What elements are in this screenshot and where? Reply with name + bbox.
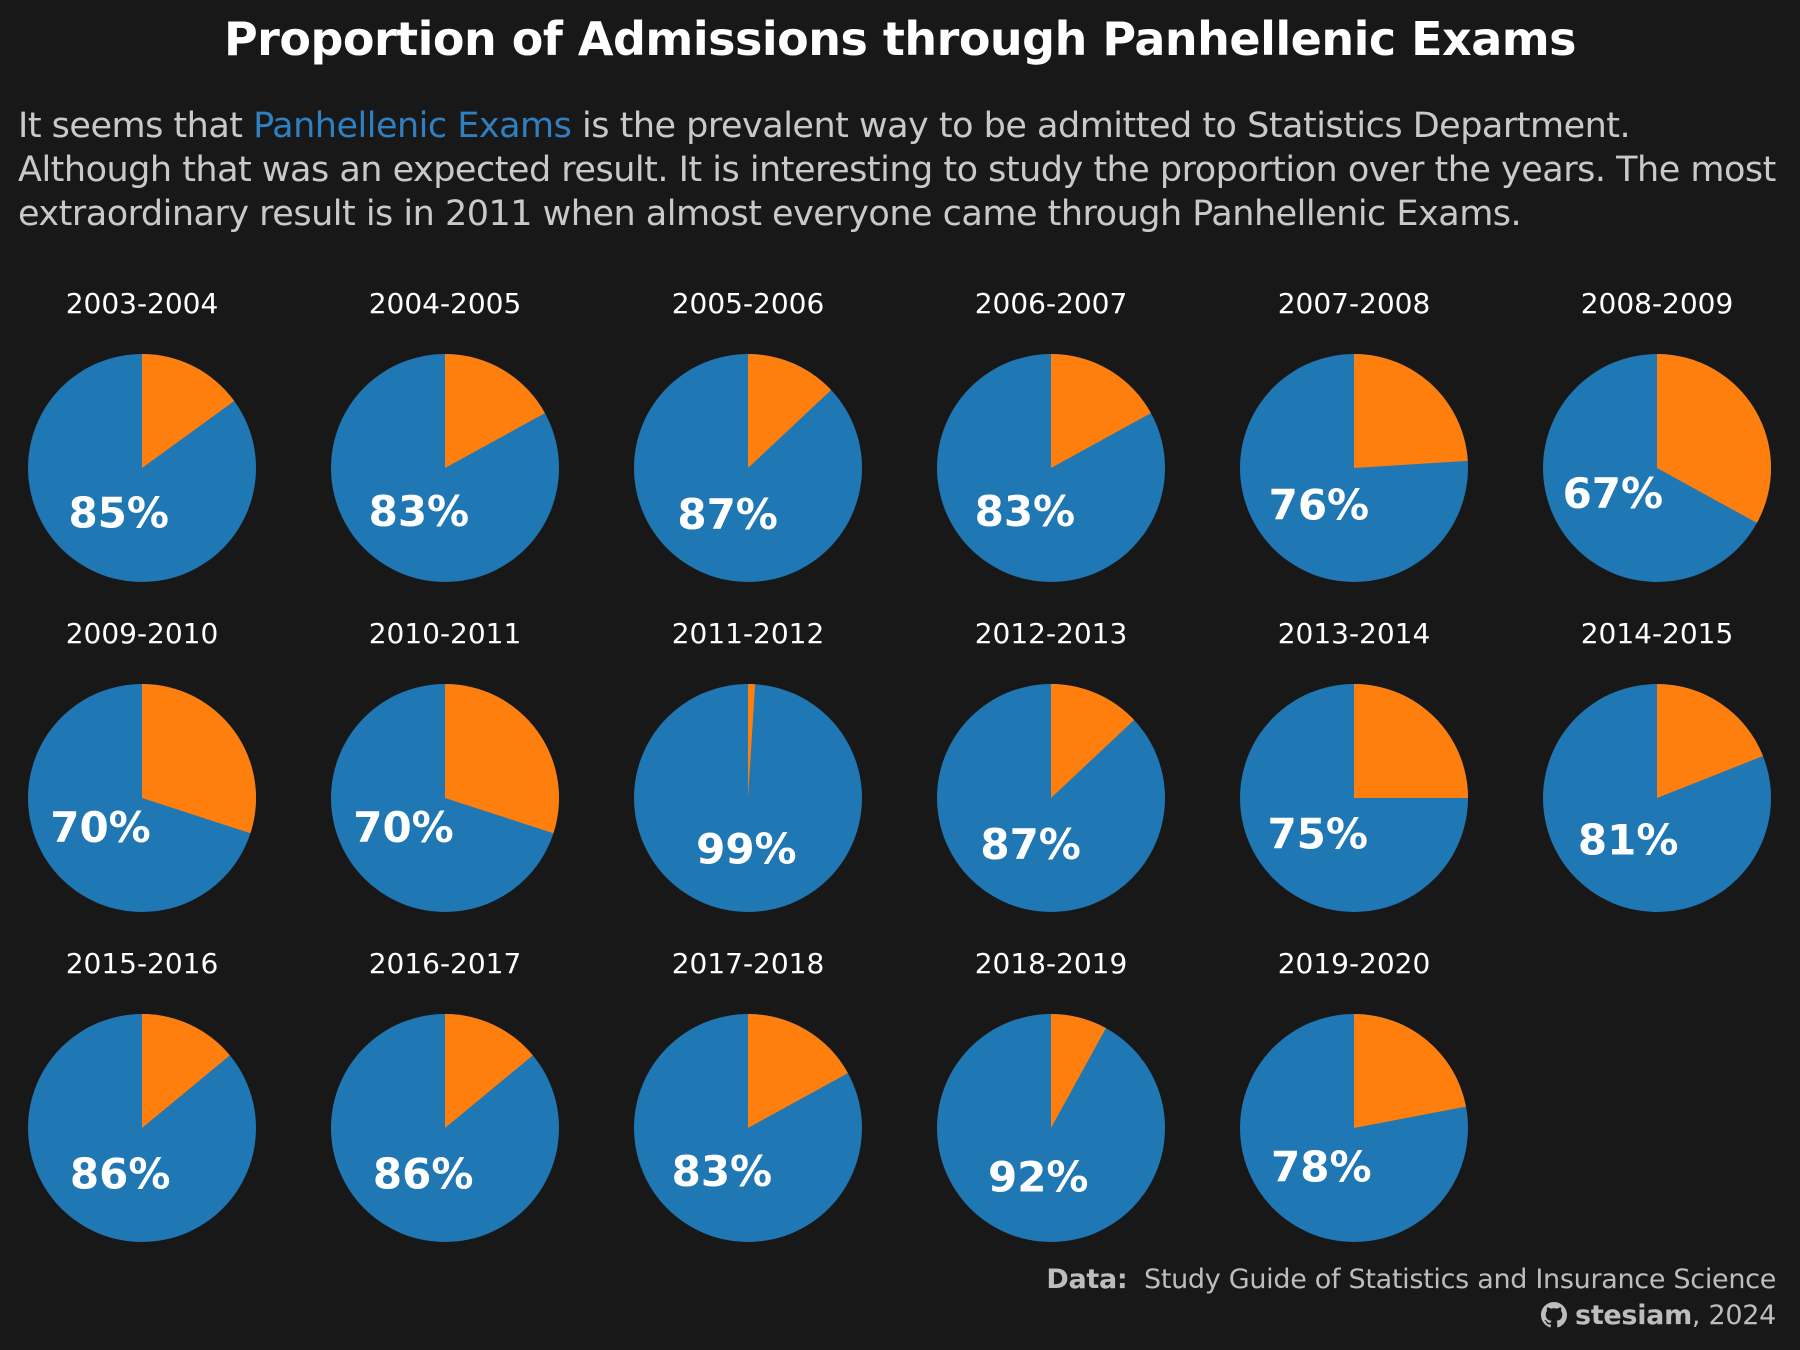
pie-percent-label: 81%	[1578, 815, 1679, 864]
pie-year-label: 2005-2006	[672, 287, 825, 320]
pie-year-label: 2006-2007	[975, 287, 1128, 320]
pie-2015-2016: 2015-2016 86%	[28, 947, 256, 1242]
pie-slice-other	[142, 1014, 230, 1128]
subtitle-part1: It seems that	[18, 106, 254, 146]
pie-percent-label: 86%	[373, 1149, 474, 1198]
pie-year-label: 2009-2010	[66, 617, 219, 650]
pie-year-label: 2018-2019	[975, 947, 1128, 980]
pie-slice-other	[1354, 354, 1468, 468]
pie-slice-other	[1051, 684, 1135, 798]
subtitle-highlight: Panhellenic Exams	[253, 106, 572, 146]
pie-year-label: 2004-2005	[369, 287, 522, 320]
subtitle-part2: is the prevalent way to be admitted to S…	[18, 106, 1776, 234]
pie-percent-label: 83%	[672, 1147, 773, 1196]
pie-year-label: 2008-2009	[1581, 287, 1734, 320]
caption-data-source: Data: Study Guide of Statistics and Insu…	[1046, 1264, 1776, 1295]
pie-year-label: 2014-2015	[1581, 617, 1734, 650]
pie-2011-2012: 2011-2012 99%	[634, 617, 862, 912]
pie-percent-label: 99%	[696, 824, 797, 873]
pie-year-label: 2015-2016	[66, 947, 219, 980]
pie-year-label: 2019-2020	[1278, 947, 1431, 980]
pie-percent-label: 87%	[677, 490, 778, 539]
pie-percent-label: 87%	[980, 820, 1081, 869]
pie-2018-2019: 2018-2019 92%	[937, 947, 1165, 1242]
pie-slice-other	[1354, 684, 1468, 798]
pie-slice-other	[445, 354, 545, 468]
pie-year-label: 2011-2012	[672, 617, 825, 650]
pie-slice-other	[1657, 354, 1771, 523]
pie-2010-2011: 2010-2011 70%	[331, 617, 560, 912]
pie-percent-label: 67%	[1563, 469, 1664, 518]
pie-2005-2006: 2005-2006 87%	[634, 287, 862, 582]
pie-2016-2017: 2016-2017 86%	[331, 947, 559, 1242]
pie-year-label: 2013-2014	[1278, 617, 1431, 650]
pie-year-label: 2017-2018	[672, 947, 825, 980]
pie-slice-other	[1657, 684, 1763, 798]
pie-percent-label: 70%	[353, 803, 454, 852]
pie-percent-label: 83%	[975, 487, 1076, 536]
pie-slice-other	[748, 684, 756, 798]
pie-slice-other	[1051, 354, 1151, 468]
pie-percent-label: 83%	[369, 487, 470, 536]
caption-author: stesiam, 2024	[1541, 1300, 1776, 1331]
caption-author-year: , 2024	[1691, 1300, 1776, 1331]
pie-2013-2014: 2013-2014 75%	[1240, 617, 1468, 912]
caption-data-label: Data:	[1046, 1264, 1128, 1295]
pie-year-label: 2007-2008	[1278, 287, 1431, 320]
pie-percent-label: 92%	[988, 1153, 1089, 1202]
pie-slice-other	[1354, 1014, 1466, 1128]
pie-percent-label: 78%	[1271, 1143, 1372, 1192]
caption-data-text: Study Guide of Statistics and Insurance …	[1143, 1264, 1776, 1295]
caption-author-name: stesiam	[1575, 1300, 1692, 1331]
pie-2006-2007: 2006-2007 83%	[937, 287, 1165, 582]
pie-2008-2009: 2008-2009 67%	[1543, 287, 1771, 582]
pie-year-label: 2016-2017	[369, 947, 522, 980]
pie-year-label: 2012-2013	[975, 617, 1128, 650]
pie-year-label: 2010-2011	[369, 617, 522, 650]
pie-2017-2018: 2017-2018 83%	[634, 947, 862, 1242]
chart-title: Proportion of Admissions through Panhell…	[223, 12, 1577, 66]
pie-slice-other	[1051, 1014, 1106, 1128]
pie-slice-other	[445, 684, 560, 834]
pie-2012-2013: 2012-2013 87%	[937, 617, 1165, 912]
pie-slice-other	[748, 1014, 848, 1128]
chart-subtitle: It seems that Panhellenic Exams is the p…	[18, 104, 1788, 236]
pie-slice-other	[142, 354, 235, 468]
pie-year-label: 2003-2004	[66, 287, 219, 320]
pie-slice-other	[748, 354, 832, 468]
pie-2004-2005: 2004-2005 83%	[331, 287, 559, 582]
pie-2007-2008: 2007-2008 76%	[1240, 287, 1468, 582]
pie-2003-2004: 2003-2004 85%	[28, 287, 256, 582]
pie-percent-label: 85%	[68, 489, 169, 538]
pie-percent-label: 76%	[1269, 480, 1370, 529]
pie-percent-label: 70%	[50, 803, 151, 852]
github-icon	[1541, 1302, 1568, 1328]
pie-2014-2015: 2014-2015 81%	[1543, 617, 1771, 912]
pie-slice-other	[142, 684, 257, 834]
pie-slice-other	[445, 1014, 533, 1128]
pie-percent-label: 75%	[1267, 809, 1368, 858]
pie-2019-2020: 2019-2020 78%	[1240, 947, 1468, 1242]
pie-2009-2010: 2009-2010 70%	[28, 617, 257, 912]
pie-percent-label: 86%	[70, 1149, 171, 1198]
